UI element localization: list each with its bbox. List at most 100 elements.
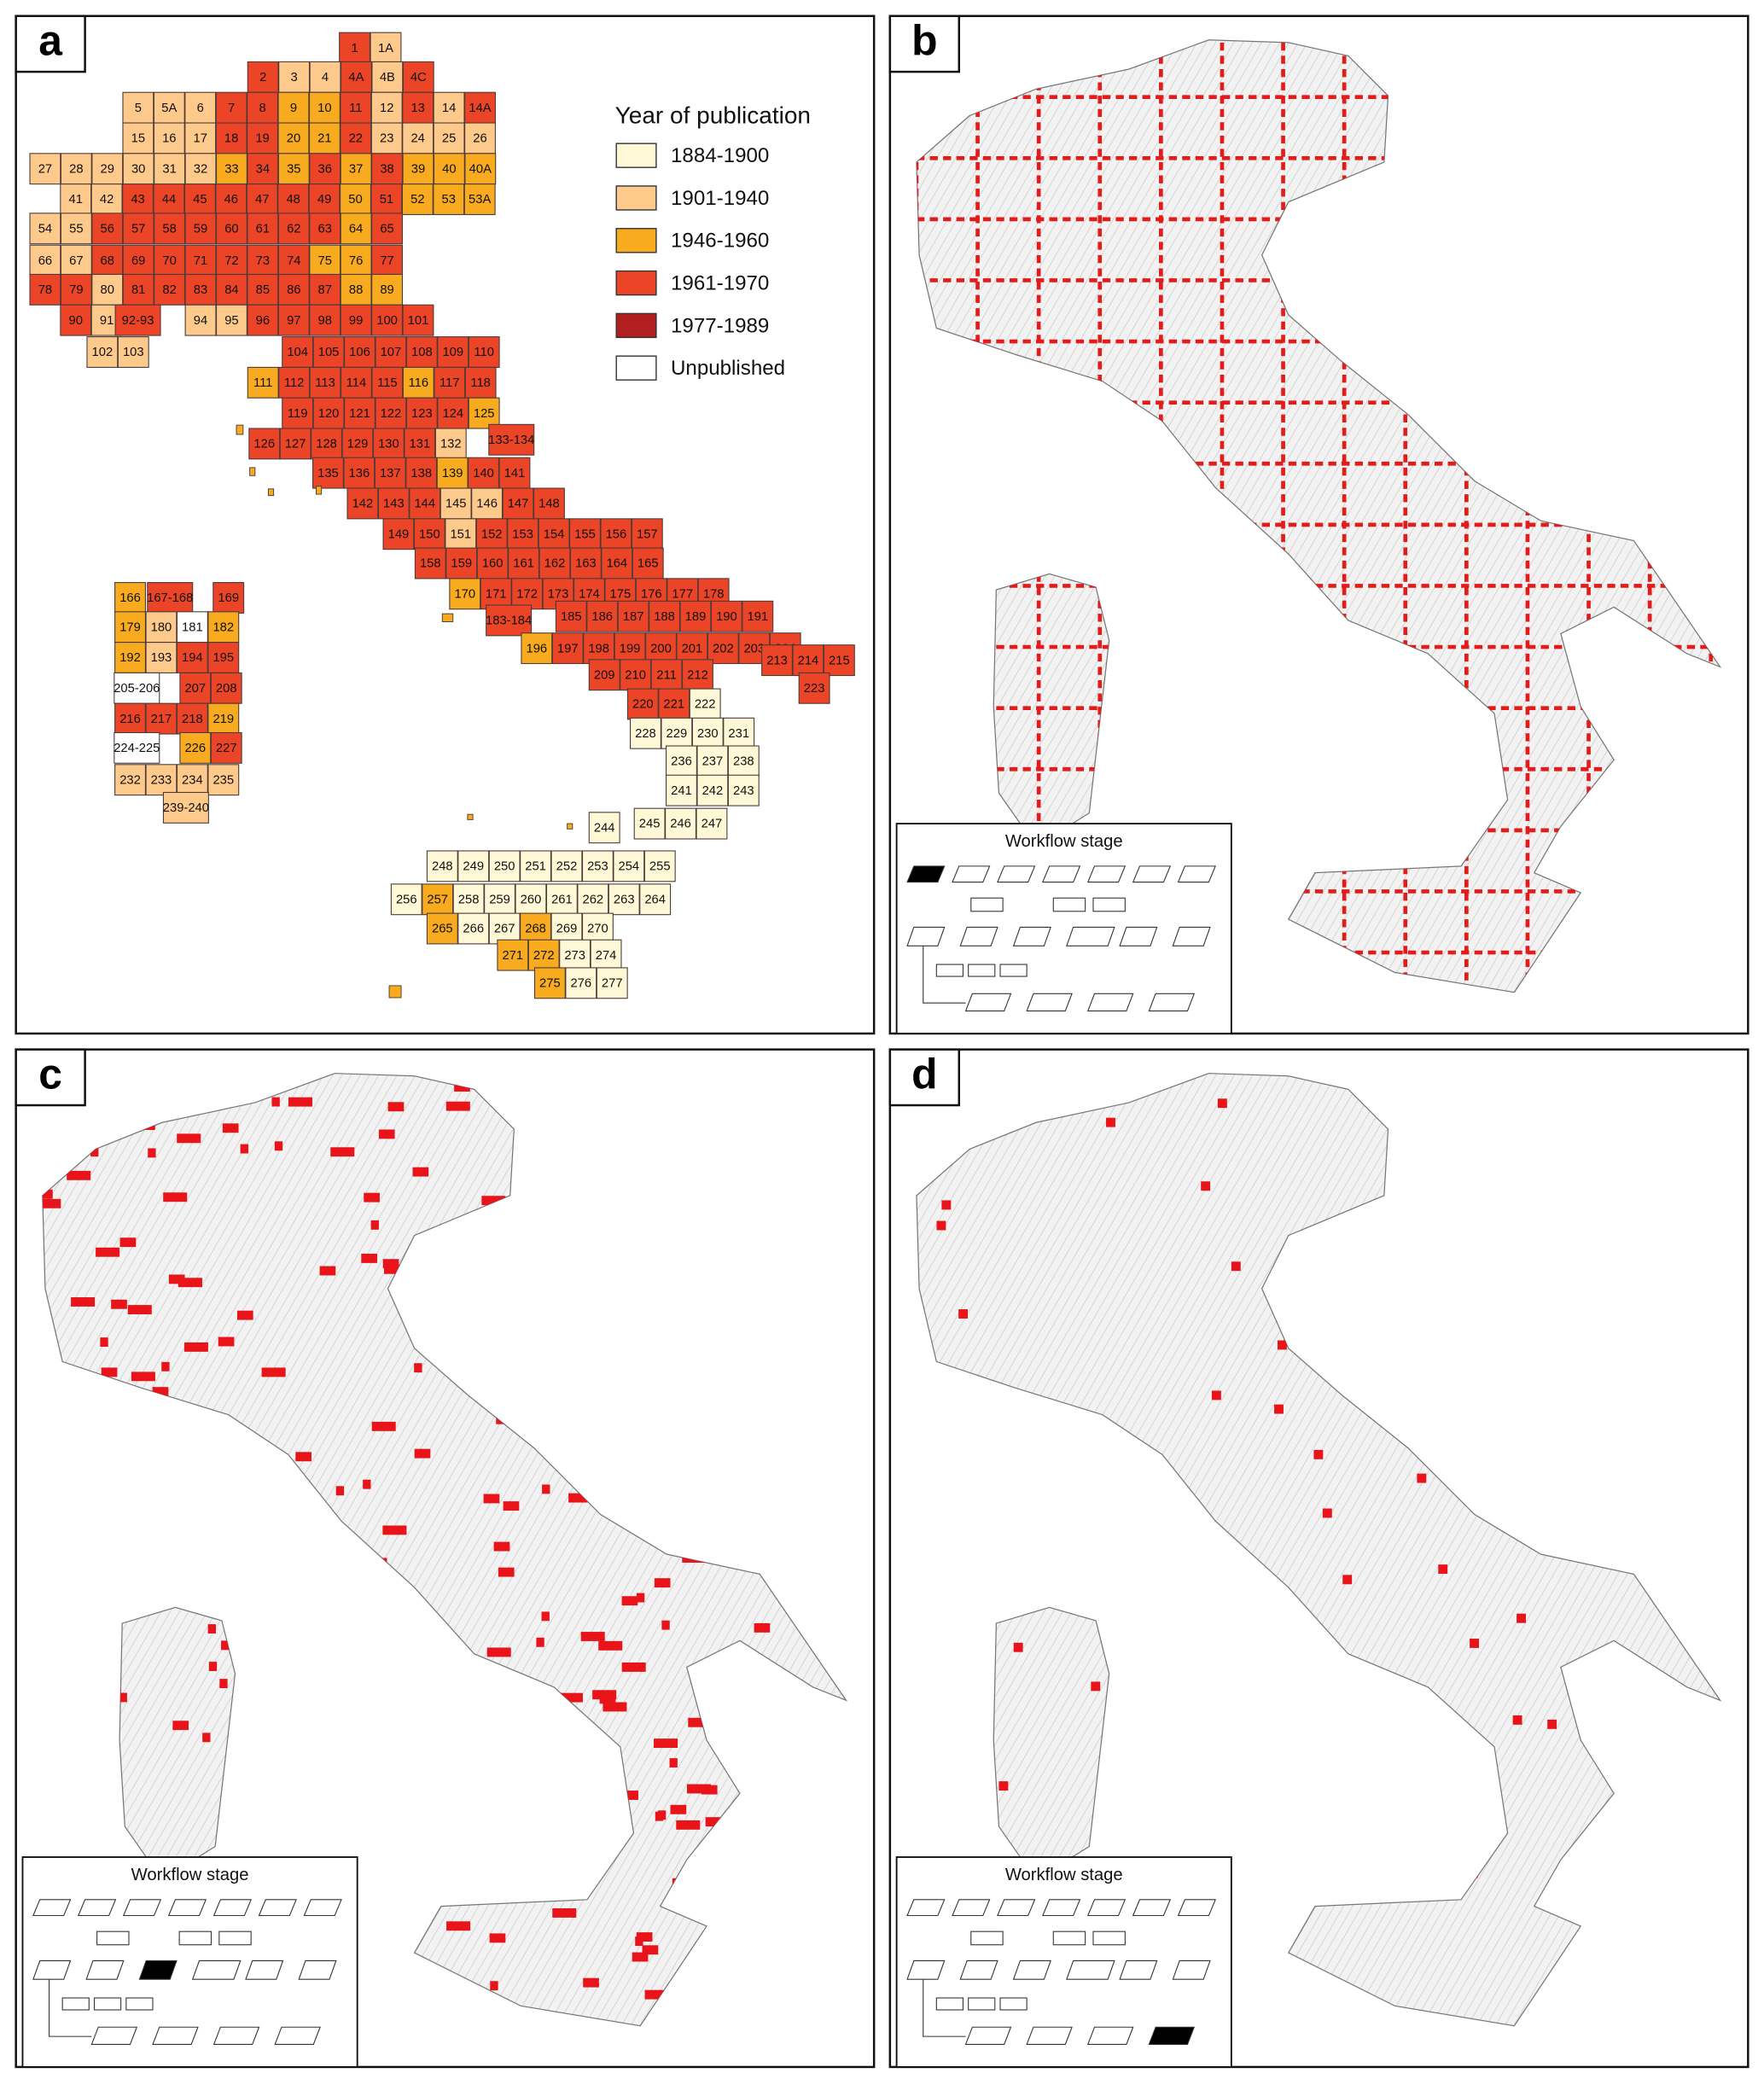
sample-area [177,1133,201,1144]
sheet-label: 74 [287,254,300,268]
sheet-tile [114,731,160,764]
sheet-label: 256 [396,893,417,906]
sample-area [261,1367,286,1377]
legend-swatch [615,185,657,211]
sheet-label: 97 [287,314,300,328]
sheet-label: 173 [548,587,569,601]
sample-area [1512,1715,1522,1725]
sample-area [236,1310,253,1320]
sheet-label: 147 [508,498,529,511]
sheet-tile [676,632,708,665]
inset-title: Workflow stage [1005,1866,1123,1884]
legend-swatch [615,270,657,296]
sheet-label: 94 [194,314,207,328]
sheet-label: 78 [38,283,52,297]
sheet-label: 19 [255,132,269,146]
sheet-label: 128 [316,438,337,451]
panel-letter-box [15,1048,86,1107]
sample-area [580,1632,605,1641]
sheet-tile [402,366,434,399]
sheet-tile [184,213,217,245]
sheet-tile [488,423,535,456]
sheet-label: 92-93 [122,314,154,328]
sheet-tile [309,366,341,399]
workflow-step [138,1960,178,1980]
panel-letter-box [888,15,961,73]
sheet-label: 31 [162,162,176,176]
sample-area [958,1309,969,1319]
sheet-label: 116 [409,376,429,390]
sample-area [1201,1181,1211,1191]
sheet-tile [212,582,245,614]
sheet-label: 17 [193,132,207,146]
sample-area [661,1620,670,1630]
sheet-tile [402,91,434,124]
sheet-label: 21 [317,132,331,146]
inset-title: Workflow stage [1005,832,1123,851]
sheet-tile [433,153,465,185]
sheet-label: 213 [766,654,788,667]
sheet-tile [449,578,481,610]
sheet-label: 62 [287,222,300,236]
sheet-tile [154,273,186,306]
sample-area [483,1494,500,1504]
workflow-step [997,1899,1036,1917]
sheet-label: 59 [194,222,207,236]
sheet-label: 253 [587,860,608,874]
sheet-tile [247,213,279,245]
sheet-label: 145 [445,498,467,511]
sample-area [1342,1575,1353,1585]
workflow-step [1119,926,1158,946]
sheet-label: 38 [380,162,393,176]
sheet-tile [614,632,646,665]
sheet-label: 67 [69,254,83,268]
workflow-connector [923,946,966,1004]
sheet-label: 27 [38,162,52,176]
sheet-label: 53A [469,193,491,207]
workflow-step [78,1899,117,1917]
sheet-label: 112 [284,376,305,390]
workflow-step [1066,926,1115,946]
sheet-tile [216,153,247,185]
sheet-label: 262 [582,893,603,906]
sheet-tile [279,428,311,460]
sheet-tile [114,764,146,796]
sheet-tile [343,457,376,489]
sheet-label: 130 [378,438,399,451]
sheet-label: 24 [410,132,424,146]
sample-area [218,1336,235,1347]
sheet-label: 65 [380,222,393,236]
sheet-tile [309,273,341,306]
workflow-box [125,1997,154,2011]
sheet-tile [184,304,217,336]
sheet-label: 146 [476,498,498,511]
sheet-tile [696,774,729,807]
sheet-tile [60,304,92,336]
sheet-label: 12 [380,102,393,115]
sheet-label: 3 [290,71,297,84]
sheet-label: 181 [182,620,203,634]
sheet-tile [402,122,434,154]
sheet-tile [370,91,403,124]
sample-area [670,1804,687,1814]
workflow-step [1086,1899,1127,1917]
sheet-label: 138 [410,467,432,480]
islet [249,467,256,476]
sheet-label: 197 [557,642,579,655]
sheet-tile [422,883,454,916]
sheet-label: 273 [564,949,585,963]
islet [467,813,474,820]
sheet-label: 114 [346,376,367,390]
sheet-label: 106 [349,346,370,359]
panel-letter: a [38,17,63,65]
sheet-label: 57 [131,222,145,236]
legend-label: 1901-1940 [671,187,769,210]
sheet-label: 55 [69,222,83,236]
sheet-label: 47 [255,193,269,207]
sheet-label: 148 [539,498,560,511]
sheet-tile [468,457,500,489]
sample-area [111,1299,127,1309]
sheet-tile [341,428,374,460]
inset-title: Workflow stage [131,1866,249,1884]
